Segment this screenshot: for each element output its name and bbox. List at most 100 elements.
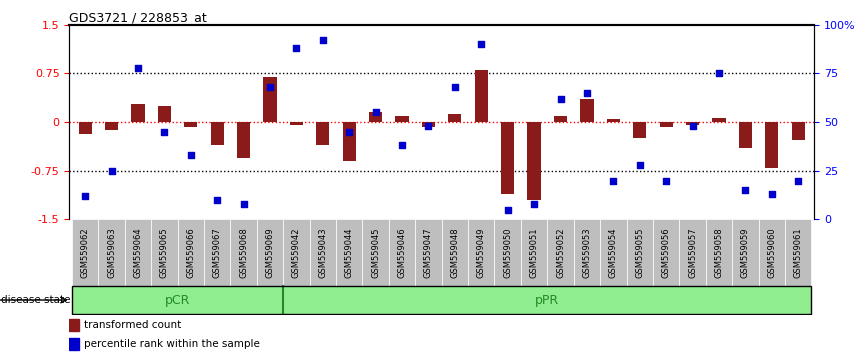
Bar — [230, 219, 257, 287]
Point — [342, 129, 356, 135]
Point — [289, 45, 303, 51]
Bar — [336, 219, 363, 287]
Point — [633, 162, 647, 168]
Bar — [679, 219, 706, 287]
Text: disease state: disease state — [1, 295, 70, 305]
Bar — [237, 122, 250, 158]
Text: GSM559052: GSM559052 — [556, 228, 565, 278]
Text: transformed count: transformed count — [84, 320, 181, 330]
Bar — [580, 99, 593, 122]
Point — [553, 96, 567, 102]
Bar — [494, 219, 520, 287]
Bar — [389, 219, 416, 287]
Bar — [766, 122, 779, 167]
Bar — [99, 219, 125, 287]
Bar — [600, 219, 626, 287]
Text: GSM559048: GSM559048 — [450, 228, 459, 278]
Bar — [422, 122, 435, 127]
Text: GSM559056: GSM559056 — [662, 228, 670, 278]
Bar — [310, 219, 336, 287]
Text: GSM559057: GSM559057 — [688, 228, 697, 278]
Point — [765, 191, 779, 197]
Text: GSM559068: GSM559068 — [239, 228, 248, 278]
Bar — [79, 122, 92, 134]
Text: GSM559046: GSM559046 — [397, 228, 406, 278]
Text: GSM559050: GSM559050 — [503, 228, 512, 278]
Text: GSM559044: GSM559044 — [345, 228, 353, 278]
Bar — [204, 219, 230, 287]
Bar — [290, 122, 303, 125]
Text: GSM559062: GSM559062 — [81, 228, 89, 278]
Bar — [706, 219, 732, 287]
Point — [739, 188, 753, 193]
Bar — [416, 219, 442, 287]
Text: pPR: pPR — [535, 293, 559, 307]
Bar — [739, 122, 752, 148]
Bar — [343, 122, 356, 161]
Bar — [283, 286, 811, 314]
Point — [606, 178, 620, 183]
Bar — [69, 338, 79, 350]
Bar — [785, 219, 811, 287]
Point — [184, 152, 197, 158]
Bar — [792, 122, 805, 140]
Bar — [363, 219, 389, 287]
Bar — [475, 70, 488, 122]
Text: GSM559054: GSM559054 — [609, 228, 617, 278]
Bar — [263, 77, 276, 122]
Point — [236, 201, 250, 207]
Point — [659, 178, 673, 183]
Point — [448, 84, 462, 90]
Text: GSM559047: GSM559047 — [424, 228, 433, 278]
Bar — [633, 122, 646, 138]
Point — [210, 197, 224, 203]
Text: percentile rank within the sample: percentile rank within the sample — [84, 339, 260, 349]
Text: GSM559063: GSM559063 — [107, 228, 116, 278]
Text: GSM559051: GSM559051 — [530, 228, 539, 278]
Bar — [607, 119, 620, 122]
Point — [131, 65, 145, 70]
Bar — [527, 122, 540, 200]
Point — [395, 143, 409, 148]
Bar — [759, 219, 785, 287]
Text: GSM559064: GSM559064 — [133, 228, 142, 278]
Text: GSM559045: GSM559045 — [372, 228, 380, 278]
Bar — [501, 122, 514, 194]
Point — [158, 129, 171, 135]
Bar — [257, 219, 283, 287]
Bar — [396, 116, 409, 122]
Point — [686, 123, 700, 129]
Bar — [283, 219, 310, 287]
Point — [105, 168, 119, 174]
Text: pCR: pCR — [165, 293, 191, 307]
Point — [580, 90, 594, 96]
Point — [263, 84, 277, 90]
Bar — [210, 122, 223, 145]
Bar — [468, 219, 494, 287]
Bar — [158, 106, 171, 122]
Bar — [442, 219, 468, 287]
Text: GSM559043: GSM559043 — [319, 228, 327, 278]
Bar — [554, 116, 567, 122]
Bar — [653, 219, 679, 287]
Text: GSM559061: GSM559061 — [794, 228, 803, 278]
Bar — [547, 219, 573, 287]
Bar — [449, 114, 462, 122]
Text: GDS3721 / 228853_at: GDS3721 / 228853_at — [69, 11, 207, 24]
Point — [369, 110, 383, 115]
Bar — [573, 219, 600, 287]
Bar — [713, 118, 726, 122]
Bar — [184, 122, 197, 127]
Point — [792, 178, 805, 183]
Text: GSM559059: GSM559059 — [741, 228, 750, 278]
Point — [712, 70, 726, 76]
Bar — [178, 219, 204, 287]
Bar — [626, 219, 653, 287]
Bar — [125, 219, 152, 287]
Text: GSM559065: GSM559065 — [160, 228, 169, 278]
Point — [527, 201, 541, 207]
Text: GSM559049: GSM559049 — [477, 228, 486, 278]
Text: GSM559069: GSM559069 — [266, 228, 275, 278]
Bar — [152, 219, 178, 287]
Bar — [105, 122, 118, 130]
